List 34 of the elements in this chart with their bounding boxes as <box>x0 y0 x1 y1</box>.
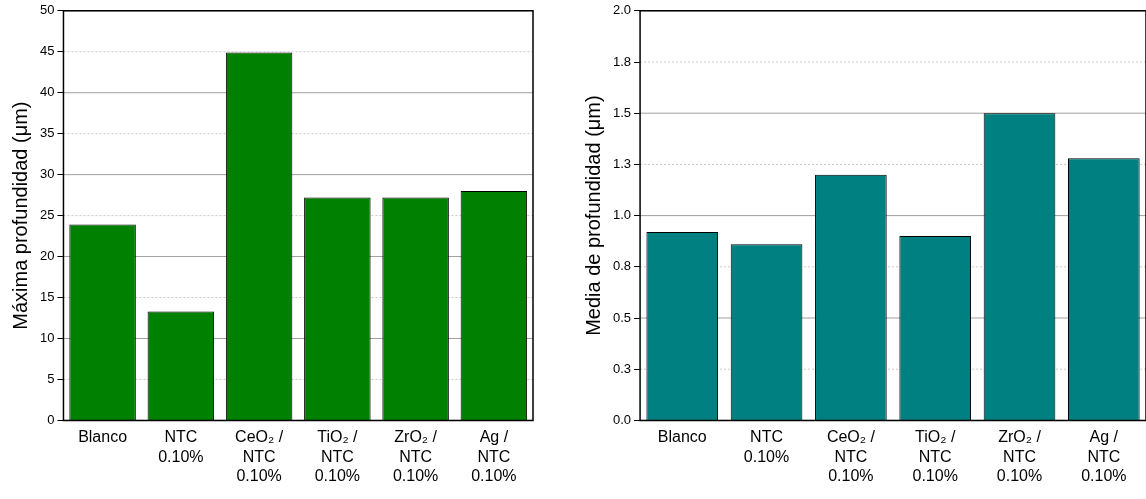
x-tick-label: Blanco <box>78 428 128 446</box>
x-tick-label: NTC 0.10% <box>743 428 790 465</box>
y-tick-label: 40 <box>39 84 55 100</box>
x-tick-label: CeO₂ / NTC 0.10% <box>826 428 876 484</box>
x-tick-label: TiO₂ / NTC 0.10% <box>912 428 958 484</box>
y-axis-title: Máxima profundidad (μm) <box>8 101 31 330</box>
x-tick-label: TiO₂ / NTC 0.10% <box>314 428 361 484</box>
y-tick-label: 1.0 <box>612 207 632 223</box>
y-tick-label: 0.0 <box>612 411 632 427</box>
y-tick-label: 25 <box>39 207 55 223</box>
x-tick-label: ZrO₂ / NTC 0.10% <box>392 428 439 484</box>
x-tick-label: NTC 0.10% <box>158 428 204 465</box>
x-tick-label: ZrO₂ / NTC 0.10% <box>996 428 1043 484</box>
y-tick-label: 0.5 <box>612 309 632 325</box>
y-tick-label: 1.3 <box>612 155 632 171</box>
y-tick-label: 1.5 <box>612 104 632 120</box>
y-tick-label: 0.3 <box>612 360 632 376</box>
y-tick-label: 45 <box>39 43 55 59</box>
y-tick-label: 10 <box>39 330 55 346</box>
x-tick-label: Ag / NTC 0.10% <box>471 428 517 484</box>
y-tick-label: 5 <box>47 371 55 387</box>
y-tick-label: 20 <box>39 248 55 264</box>
y-tick-label: 0 <box>47 411 55 427</box>
y-tick-label: 0.8 <box>612 258 632 274</box>
x-tick-label: Ag / NTC 0.10% <box>1081 428 1127 484</box>
x-tick-label: Blanco <box>657 428 707 446</box>
y-tick-label: 15 <box>39 289 55 305</box>
y-tick-label: 1.8 <box>612 53 632 69</box>
y-tick-label: 30 <box>39 166 55 182</box>
x-tick-label: CeO₂ / NTC 0.10% <box>235 428 284 484</box>
y-tick-label: 2.0 <box>612 2 632 18</box>
y-tick-label: 35 <box>39 125 55 141</box>
y-axis-title: Media de profundidad (μm) <box>581 95 604 336</box>
y-tick-label: 50 <box>39 2 55 18</box>
